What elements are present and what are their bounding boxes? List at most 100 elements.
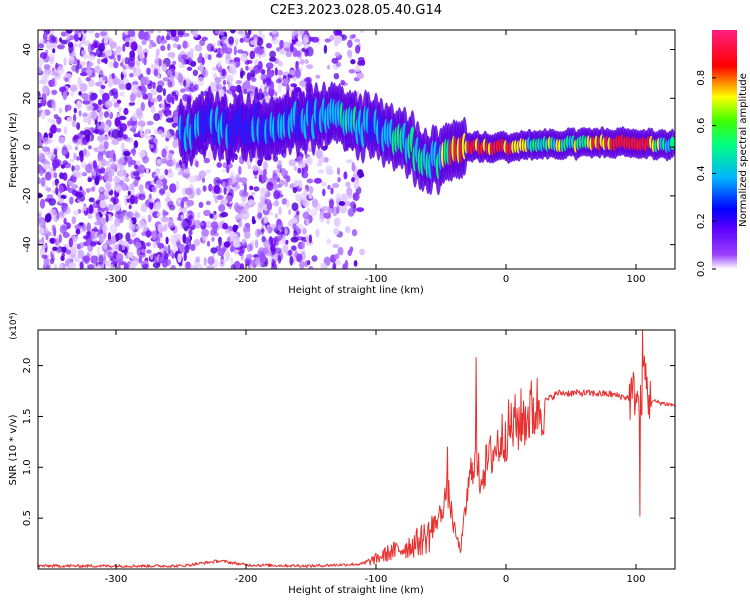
heatmap-noise-cell bbox=[76, 100, 82, 110]
heatmap-noise-cell bbox=[78, 110, 82, 117]
snr-y-ticks: 0.5 1.0 1.5 2.0 bbox=[22, 358, 675, 526]
heatmap-noise-cell bbox=[280, 168, 287, 177]
heatmap-noise-cell bbox=[356, 72, 364, 80]
heatmap-noise-cell bbox=[246, 259, 250, 267]
heatmap-noise-cell bbox=[107, 203, 114, 212]
heatmap-noise-cell bbox=[250, 191, 256, 197]
heatmap-noise-cell bbox=[164, 258, 172, 266]
heatmap-noise-cell bbox=[335, 193, 341, 200]
y-tick-label: 0.5 bbox=[22, 510, 33, 526]
heatmap-noise-cell bbox=[324, 157, 329, 163]
heatmap-noise-cell bbox=[284, 228, 288, 235]
heatmap-noise-cell bbox=[295, 61, 299, 71]
heatmap-noise-cell bbox=[221, 43, 228, 54]
heatmap-noise-cell bbox=[215, 53, 223, 58]
heatmap-noise-cell bbox=[70, 91, 75, 97]
heatmap-noise-cell bbox=[107, 251, 114, 259]
heatmap-noise-cell bbox=[217, 40, 221, 47]
heatmap-noise-cell bbox=[303, 33, 309, 44]
heatmap-noise-cell bbox=[169, 183, 177, 194]
heatmap-noise-cell bbox=[50, 238, 54, 243]
heatmap-noise-cell bbox=[63, 217, 67, 225]
heatmap-noise-cell bbox=[59, 224, 68, 234]
heatmap-noise-cell bbox=[69, 246, 78, 255]
heatmap-noise-cell bbox=[68, 76, 71, 84]
heatmap-noise-cell bbox=[196, 211, 201, 219]
heatmap-noise-cell bbox=[82, 112, 88, 118]
heatmap-noise-cell bbox=[73, 256, 80, 263]
heatmap-noise-cell bbox=[79, 186, 83, 191]
heatmap-noise-cell bbox=[259, 33, 266, 39]
heatmap-noise-cell bbox=[257, 212, 263, 219]
heatmap-noise-cell bbox=[292, 187, 298, 194]
heatmap-noise-cell bbox=[58, 136, 66, 144]
y-tick-label: 1.0 bbox=[22, 459, 33, 475]
heatmap-noise-cell bbox=[154, 158, 163, 164]
heatmap-noise-cell bbox=[157, 80, 165, 87]
heatmap-noise-cell bbox=[263, 215, 269, 224]
heatmap-noise-cell bbox=[340, 79, 346, 86]
heatmap-noise-cell bbox=[273, 247, 282, 254]
heatmap-noise-cell bbox=[137, 120, 146, 127]
heatmap-noise-cell bbox=[266, 77, 272, 87]
heatmap-noise-cell bbox=[238, 165, 242, 175]
heatmap-noise-cell bbox=[355, 44, 361, 54]
heatmap-noise-cell bbox=[97, 58, 101, 65]
y-tick-label: 2.0 bbox=[22, 358, 33, 374]
heatmap-noise-cell bbox=[112, 153, 117, 162]
heatmap-noise-cell bbox=[148, 44, 153, 50]
heatmap-noise-cell bbox=[107, 183, 111, 192]
heatmap-noise-cell bbox=[170, 264, 176, 269]
heatmap-noise-cell bbox=[95, 47, 103, 58]
heatmap-noise-cell bbox=[48, 56, 55, 64]
heatmap-noise-cell bbox=[75, 64, 80, 74]
heatmap-noise-cell bbox=[100, 121, 105, 131]
heatmap-noise-cell bbox=[336, 167, 341, 176]
heatmap-noise-cell bbox=[287, 220, 294, 227]
heatmap-noise-cell bbox=[145, 242, 151, 247]
heatmap-noise-cell bbox=[282, 78, 289, 84]
heatmap-noise-cell bbox=[247, 199, 255, 206]
y-tick-label: -20 bbox=[22, 188, 33, 204]
heatmap-noise-cell bbox=[167, 244, 171, 255]
heatmap-noise-cell bbox=[71, 239, 77, 250]
heatmap-noise-cell bbox=[96, 246, 101, 256]
heatmap-noise-cell bbox=[271, 262, 278, 269]
heatmap-noise-cell bbox=[347, 39, 353, 48]
heatmap-noise-cell bbox=[269, 50, 276, 59]
heatmap-noise-cell bbox=[117, 106, 123, 113]
heatmap-noise-cell bbox=[219, 30, 225, 36]
heatmap-noise-cell bbox=[135, 160, 141, 166]
x-tick-label: 0 bbox=[503, 274, 509, 285]
snr-y-multiplier: (x10⁴) bbox=[9, 312, 19, 339]
heatmap-noise-cell bbox=[184, 85, 188, 90]
heatmap-noise-cell bbox=[71, 120, 76, 128]
heatmap-noise-cell bbox=[116, 99, 122, 104]
heatmap-noise-cell bbox=[166, 170, 174, 178]
heatmap-noise-cell bbox=[288, 209, 292, 216]
heatmap-noise-cell bbox=[324, 266, 328, 269]
heatmap-noise-cell bbox=[189, 175, 196, 184]
heatmap-noise-cell bbox=[102, 92, 110, 102]
heatmap-noise-cell bbox=[63, 57, 67, 66]
heatmap-noise-cell bbox=[166, 93, 173, 103]
heatmap-noise-cell bbox=[73, 107, 77, 114]
heatmap-noise-cell bbox=[70, 87, 77, 92]
heatmap-noise-cell bbox=[216, 47, 221, 56]
heatmap-noise-cell bbox=[280, 226, 285, 235]
heatmap-noise-cell bbox=[100, 85, 106, 89]
heatmap-noise-cell bbox=[45, 171, 52, 181]
heatmap-noise-cell bbox=[39, 52, 47, 60]
heatmap-noise-cell bbox=[140, 248, 146, 253]
heatmap-noise-cell bbox=[51, 77, 55, 87]
heatmap-noise-cell bbox=[85, 163, 93, 174]
heatmap-noise-cell bbox=[48, 34, 55, 44]
heatmap-noise-cell bbox=[223, 241, 231, 248]
heatmap-noise-cell bbox=[142, 156, 150, 164]
heatmap-noise-cell bbox=[141, 57, 146, 64]
heatmap-noise-cell bbox=[87, 213, 93, 219]
heatmap-noise-cell bbox=[38, 65, 42, 74]
heatmap-noise-cell bbox=[292, 47, 298, 58]
heatmap-noise-cell bbox=[140, 203, 148, 213]
heatmap-noise-cell bbox=[274, 67, 278, 76]
